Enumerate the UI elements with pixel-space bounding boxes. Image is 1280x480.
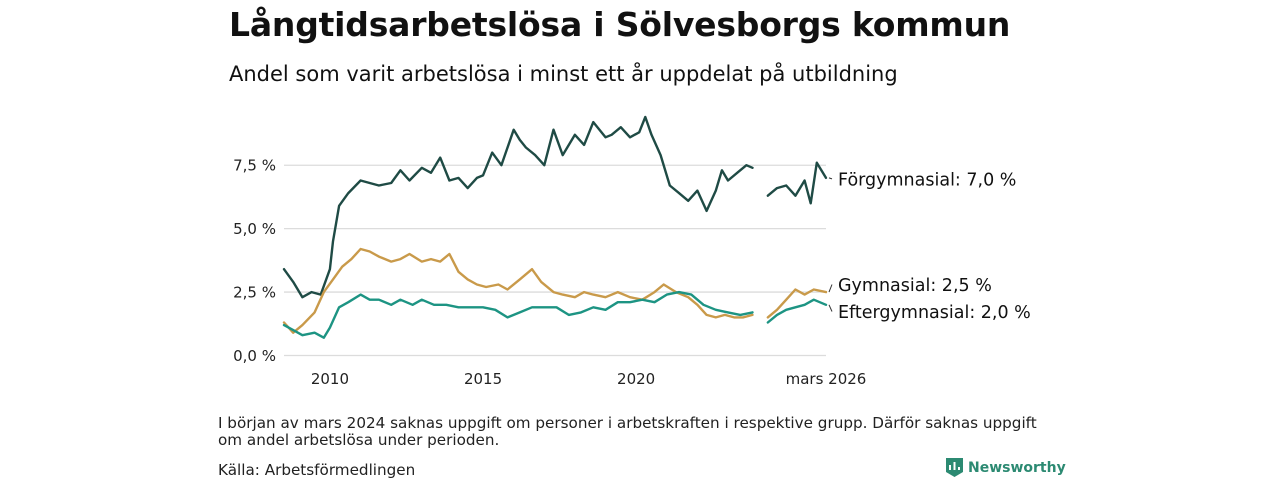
- series-end-labels: Förgymnasial: 7,0 % Gymnasial: 2,5 % Efter…: [828, 170, 1031, 323]
- x-tick-label: 2015: [464, 370, 502, 388]
- y-tick-label: 0,0 %: [233, 347, 276, 365]
- series-line-forgymnasial-after-gap: [766, 161, 828, 205]
- end-label-forgymnasial: Förgymnasial: 7,0 %: [838, 170, 1016, 190]
- series-lines: [282, 115, 828, 339]
- footnote: I början av mars 2024 saknas uppgift om …: [218, 414, 1037, 449]
- line-chart: 0,0 % 2,5 % 5,0 % 7,5 % 2010 2015 2020 mars 20…: [233, 115, 1031, 388]
- label-leader-gymnasial: [828, 284, 833, 293]
- end-label-eftergymnasial: Eftergymnasial: 2,0 %: [838, 303, 1031, 323]
- series-line-eftergymnasial-after-gap: [766, 298, 828, 324]
- label-leader-forgymnasial: [828, 177, 833, 180]
- series-line-eftergymnasial-before-gap: [282, 290, 754, 339]
- x-tick-label: 2020: [617, 370, 655, 388]
- source-text: Källa: Arbetsförmedlingen: [218, 461, 416, 479]
- brand-name: Newsworthy: [968, 459, 1066, 476]
- y-axis-labels: 0,0 % 2,5 % 5,0 % 7,5 %: [233, 157, 276, 365]
- x-tick-label: mars 2026: [786, 370, 867, 388]
- label-leader-eftergymnasial: [828, 304, 833, 312]
- chart-subtitle: Andel som varit arbetslösa i minst ett å…: [229, 62, 898, 86]
- end-label-gymnasial: Gymnasial: 2,5 %: [838, 276, 992, 296]
- x-tick-label: 2010: [311, 370, 349, 388]
- x-axis-labels: 2010 2015 2020 mars 2026: [311, 370, 867, 388]
- newsworthy-logo: Newsworthy: [946, 458, 1066, 477]
- newsworthy-icon: [946, 458, 963, 477]
- y-tick-label: 7,5 %: [233, 157, 276, 175]
- y-tick-label: 2,5 %: [233, 284, 276, 302]
- chart-title: Långtidsarbetslösa i Sölvesborgs kommun: [229, 5, 1011, 44]
- series-line-forgymnasial-before-gap: [282, 115, 754, 299]
- series-line-gymnasial-after-gap: [766, 288, 828, 319]
- grid-lines: [284, 164, 826, 357]
- series-line-gymnasial-before-gap: [282, 247, 754, 334]
- y-tick-label: 5,0 %: [233, 220, 276, 238]
